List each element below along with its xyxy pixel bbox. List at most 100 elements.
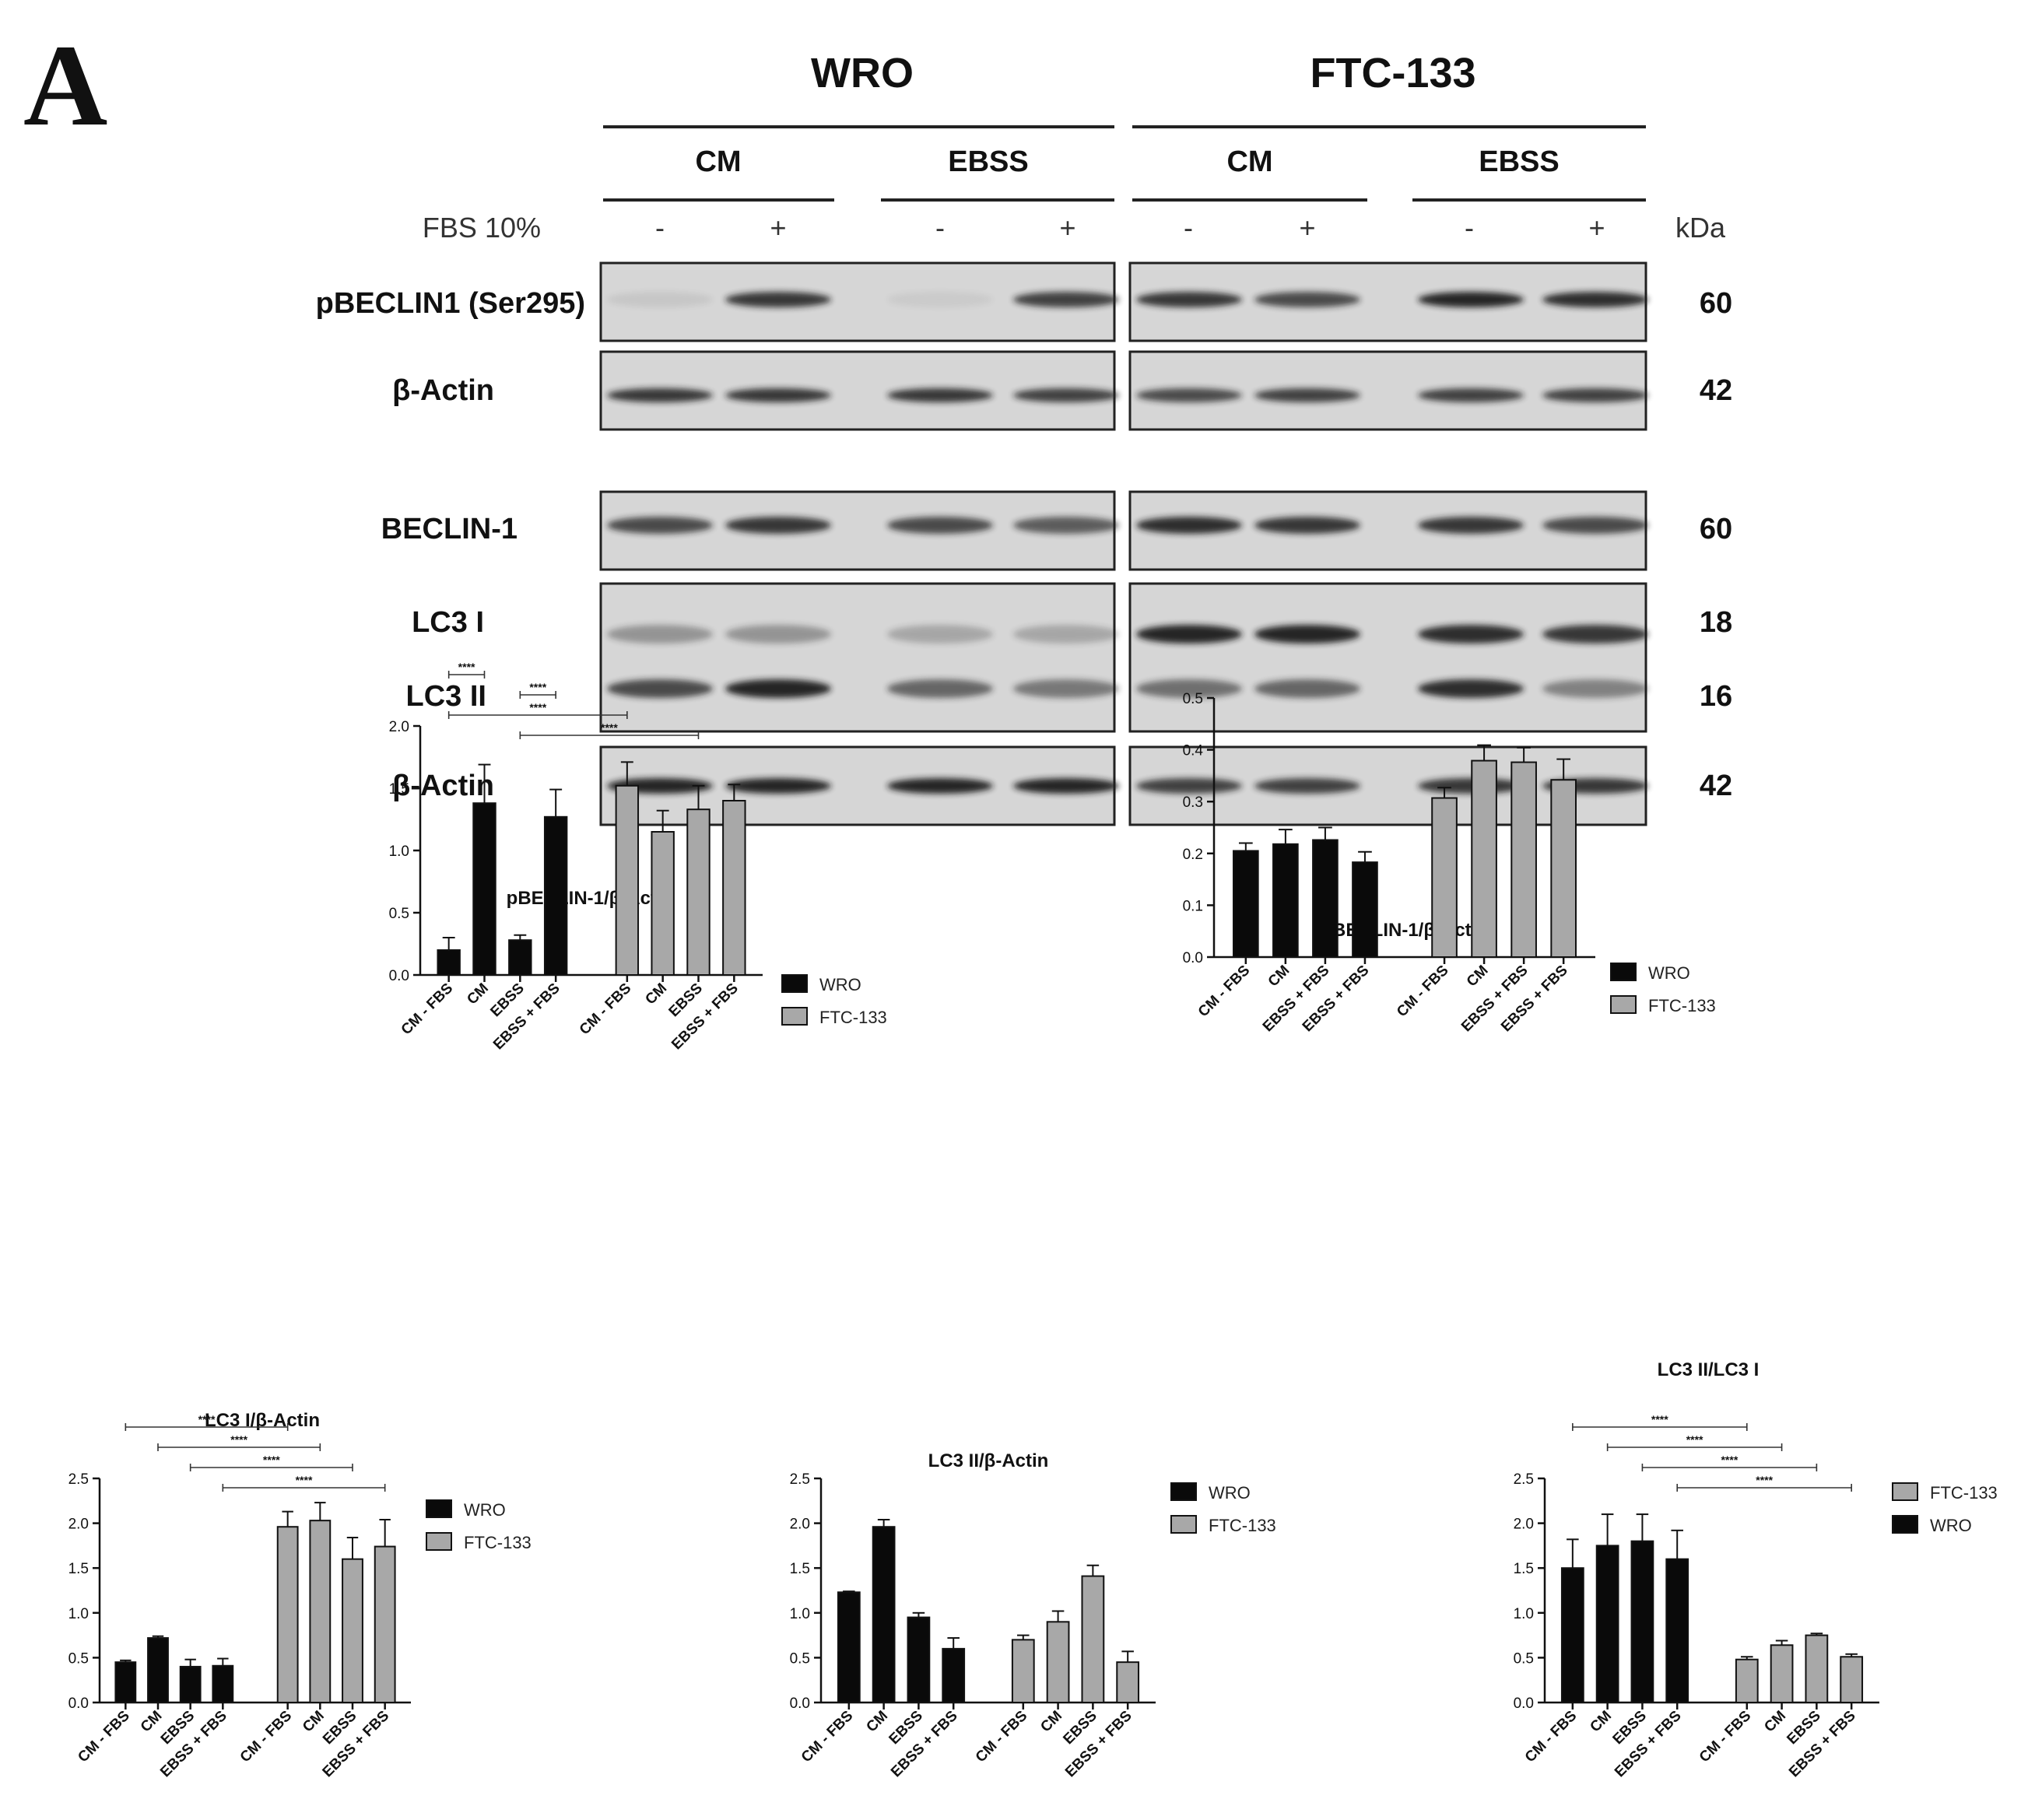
blot-band xyxy=(1542,625,1648,643)
blot-row-label: LC3 II xyxy=(406,680,486,713)
blot-band xyxy=(1013,625,1119,643)
x-tick-label: CM xyxy=(642,980,670,1008)
medium-label: CM xyxy=(695,146,741,178)
blot-band xyxy=(1542,292,1648,307)
bar xyxy=(942,1647,966,1703)
blot-band xyxy=(1542,517,1648,534)
bar xyxy=(374,1545,396,1703)
blot-band xyxy=(1254,517,1360,534)
legend-swatch xyxy=(426,1499,452,1518)
x-tick-label: CM xyxy=(1037,1708,1065,1736)
x-tick-label: CM - FBS xyxy=(1522,1708,1581,1766)
blot-band xyxy=(1136,292,1242,307)
bar xyxy=(1630,1540,1654,1704)
bar xyxy=(1272,843,1299,959)
y-tick-label: 0.0 xyxy=(1183,950,1203,966)
y-tick-label: 1.0 xyxy=(68,1606,89,1622)
blot-band xyxy=(1418,517,1524,534)
bar xyxy=(309,1520,332,1704)
bar xyxy=(543,815,568,977)
bar xyxy=(1046,1621,1070,1704)
blot-band xyxy=(887,292,993,307)
legend-swatch xyxy=(1170,1482,1197,1501)
bar xyxy=(1510,761,1537,958)
significance-label: **** xyxy=(198,1413,216,1425)
x-tick-label: CM xyxy=(1464,963,1492,991)
significance-label: **** xyxy=(458,661,475,673)
significance-label: **** xyxy=(1721,1454,1738,1466)
legend-swatch xyxy=(1610,963,1637,981)
bar xyxy=(1233,850,1259,958)
medium-label: CM xyxy=(1226,146,1272,178)
significance-label: **** xyxy=(529,681,546,693)
y-tick-label: 0.0 xyxy=(389,968,409,984)
y-tick-label: 1.5 xyxy=(790,1561,810,1577)
x-tick-label: CM xyxy=(1587,1708,1615,1736)
x-tick-label: CM xyxy=(863,1708,891,1736)
blot-band xyxy=(1136,517,1242,534)
chart-title: LC3 II/β-Actin xyxy=(928,1450,1049,1471)
fbs-sign: + xyxy=(770,212,786,244)
chart-title: LC3 I/β-Actin xyxy=(205,1410,320,1431)
bar xyxy=(1595,1545,1619,1704)
blot-band xyxy=(887,778,993,794)
blot-row-kda: 16 xyxy=(1700,680,1732,713)
significance-label: **** xyxy=(1651,1413,1668,1425)
legend-swatch xyxy=(1892,1482,1918,1501)
y-tick-label: 0.4 xyxy=(1183,743,1204,759)
y-tick-label: 0.5 xyxy=(790,1650,810,1667)
legend-swatch xyxy=(1610,995,1637,1014)
bar xyxy=(437,949,461,976)
y-tick-label: 2.5 xyxy=(790,1471,810,1488)
blot-band xyxy=(1013,517,1119,534)
blot-panel-wro xyxy=(599,582,1116,733)
fbs-sign: - xyxy=(1465,212,1474,244)
legend-swatch xyxy=(1170,1515,1197,1534)
blot-panel-ftc133 xyxy=(1128,582,1647,733)
blot-band xyxy=(1254,679,1360,698)
blot-band xyxy=(1542,388,1648,402)
legend-label: WRO xyxy=(819,975,861,994)
y-tick-label: 1.5 xyxy=(1514,1561,1534,1577)
bar xyxy=(472,802,496,976)
fbs-sign: - xyxy=(935,212,945,244)
blot-band xyxy=(1418,292,1524,307)
y-tick-label: 0.5 xyxy=(389,906,409,922)
x-tick-label: CM - FBS xyxy=(237,1708,296,1766)
bar xyxy=(651,831,675,976)
y-tick-label: 1.0 xyxy=(790,1606,810,1622)
blot-band xyxy=(1013,778,1119,794)
y-tick-label: 1.0 xyxy=(1514,1606,1534,1622)
blot-row-label: BECLIN-1 xyxy=(381,513,518,545)
chart-title: pBECLIN-1/β-Actin xyxy=(507,888,674,909)
y-tick-label: 0.3 xyxy=(1183,794,1203,811)
bar xyxy=(1011,1639,1035,1704)
legend-swatch xyxy=(1892,1515,1918,1534)
x-tick-label: CM - FBS xyxy=(1195,963,1254,1021)
legend-label: FTC-133 xyxy=(1209,1516,1276,1535)
significance-label: **** xyxy=(296,1474,313,1486)
legend-swatch xyxy=(781,974,808,993)
blot-row-kda: 42 xyxy=(1700,374,1732,407)
bar xyxy=(114,1661,137,1703)
bar xyxy=(1352,861,1378,958)
blot-band xyxy=(1136,388,1242,402)
x-tick-label: CM - FBS xyxy=(1394,963,1452,1021)
blot-row-label: β-Actin xyxy=(392,770,494,802)
x-tick-label: CM xyxy=(464,980,492,1008)
blot-band xyxy=(607,679,713,698)
significance-label: **** xyxy=(529,701,546,714)
blot-row-label: β-Actin xyxy=(392,374,494,407)
legend-swatch xyxy=(781,1007,808,1026)
x-tick-label: CM - FBS xyxy=(577,980,635,1039)
legend-label: FTC-133 xyxy=(464,1533,532,1552)
blot-band xyxy=(1136,625,1242,643)
legend-label: FTC-133 xyxy=(1648,996,1716,1015)
y-tick-label: 2.0 xyxy=(1514,1517,1534,1533)
bar-charts: pBECLIN-1/β-Actin 0.0 0.5 1.0 1.5 2.0 CM - FBS… xyxy=(68,661,1998,1780)
legend-swatch xyxy=(426,1532,452,1551)
chart: LC3 II/LC3 I0.00.51.01.52.02.5CM - FBS CM… xyxy=(1514,1359,1998,1780)
blot-band xyxy=(1136,778,1242,794)
